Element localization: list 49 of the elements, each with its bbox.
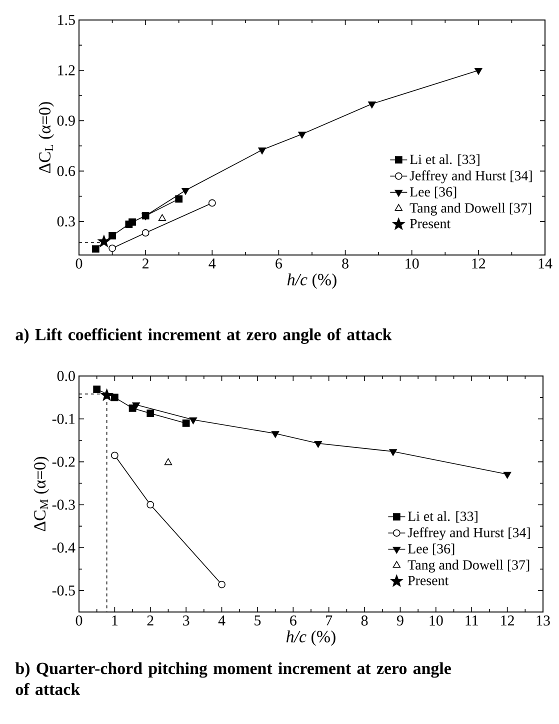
y-axis-title: ΔC$_{M}$ (α=0) [34,456,49,532]
legend-label: Tang and Dowell [37] [410,202,532,216]
legend-label: Lee [36] [410,186,456,198]
y-axis-title: ΔC$_{L}$ (α=0) [38,102,54,174]
y-tick-label: -0.1 [52,414,75,424]
x-tick-label: 11 [466,616,478,626]
legend-label: Jeffrey and Hurst [34] [410,170,532,184]
x-tick-label: 9 [396,616,404,626]
text: a) Lift coefficient increment at zero angle of attack [16,328,392,344]
legend-label: Lee [36] [408,544,454,556]
y-tick-label: 1.2 [58,65,75,76]
y-tick-label: 0.6 [57,166,76,176]
x-tick-label: 0 [76,616,82,626]
x-tick-label: 4 [218,616,226,626]
legend-label: Li et al. [33] [410,154,480,166]
text: b) Quarter-chord pitching moment increment at zero angle of attack [15,662,451,696]
x-axis-title: h/c (%) [286,630,336,646]
y-tick-label: -0.2 [52,456,75,467]
y-tick-label: -0.5 [52,585,75,596]
y-tick-label: 0.3 [57,216,75,227]
x-tick-label: 8 [342,258,348,269]
x-tick-label: 10 [406,258,419,269]
x-tick-label: 7 [326,616,332,626]
legend-label: Present [408,576,449,586]
legend-label: Present [410,219,451,228]
x-tick-label: 0 [76,258,82,269]
x-tick-label: 2 [142,258,148,268]
x-tick-label: 4 [208,258,216,268]
legend-label: Jeffrey and Hurst [34] [408,527,530,540]
x-tick-label: 8 [361,616,368,626]
y-tick-label: -0.3 [52,500,75,510]
x-tick-label: 2 [147,616,154,626]
x-tick-label: 3 [183,616,190,626]
x-tick-label: 6 [290,616,296,626]
x-axis-title: h/c (%) [287,273,336,289]
x-tick-label: 10 [430,616,443,626]
y-tick-label: 1.5 [58,14,75,26]
legend-label: Tang and Dowell [37] [408,560,530,572]
y-tick-label: -0.4 [52,542,76,553]
x-tick-label: 1 [112,616,118,626]
x-tick-label: 12 [501,616,514,626]
x-tick-label: 6 [276,258,282,269]
x-tick-label: 13 [536,616,550,626]
x-tick-label: 12 [472,258,486,268]
legend-label: Li et al. [33] [408,511,478,523]
x-tick-label: 14 [538,258,552,268]
y-tick-label: 0.9 [57,116,75,126]
x-tick-label: 5 [254,616,261,626]
y-tick-label: 0.0 [57,370,75,382]
